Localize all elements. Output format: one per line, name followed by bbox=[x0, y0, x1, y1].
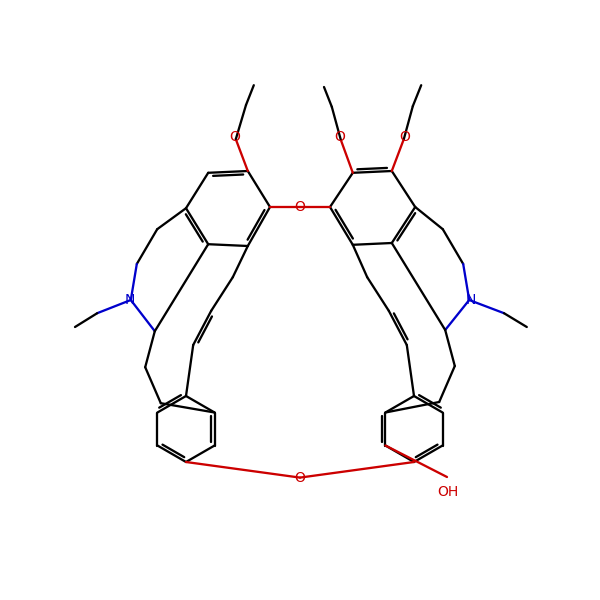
Text: OH: OH bbox=[437, 485, 459, 499]
Text: N: N bbox=[465, 293, 476, 307]
Text: N: N bbox=[124, 293, 135, 307]
Text: O: O bbox=[295, 470, 305, 485]
Text: O: O bbox=[295, 200, 305, 214]
Text: O: O bbox=[229, 130, 240, 144]
Text: O: O bbox=[400, 130, 410, 144]
Text: O: O bbox=[334, 130, 345, 145]
